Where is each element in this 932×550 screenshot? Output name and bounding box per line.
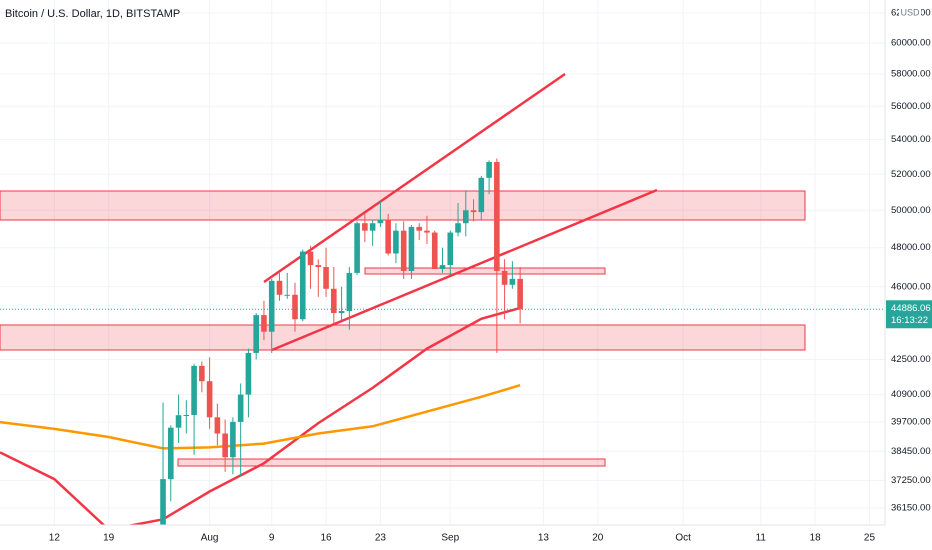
- y-tick-label: 58000.00: [891, 69, 931, 80]
- y-tick-label: 40900.00: [891, 389, 931, 400]
- candle-body: [315, 265, 322, 268]
- zone: [0, 190, 806, 221]
- x-tick-label: Oct: [675, 533, 691, 544]
- candle-body: [494, 162, 500, 271]
- candle-body: [160, 479, 166, 525]
- y-tick-label: 48000.00: [891, 242, 931, 253]
- y-tick-label: 54000.00: [891, 134, 931, 145]
- candle-body: [307, 251, 314, 266]
- last-price-badge: [886, 300, 932, 329]
- candle-body: [284, 294, 291, 296]
- x-tick-label: 20: [592, 533, 604, 544]
- candle-body: [509, 278, 516, 285]
- plot: [0, 158, 885, 525]
- y-tick-label: 42500.00: [891, 354, 931, 365]
- candle-body: [346, 272, 353, 312]
- x-tick-label: 13: [538, 533, 550, 544]
- zone: [364, 267, 606, 275]
- candle-body: [470, 210, 477, 213]
- candle-body: [439, 265, 446, 269]
- currency: USD: [900, 7, 920, 17]
- candle-body: [400, 230, 407, 271]
- x-tick-label: 25: [864, 533, 876, 544]
- currency-badge: [899, 6, 921, 20]
- candle-body: [501, 270, 508, 285]
- y-tick-label: 50000.00: [891, 205, 931, 216]
- candle-body: [431, 232, 438, 269]
- x-tick-label: Sep: [441, 533, 459, 544]
- candle-body: [478, 177, 485, 213]
- x-tick-label: 16: [320, 533, 332, 544]
- candle-body: [455, 223, 461, 233]
- candle-body: [416, 226, 423, 231]
- candle-body: [486, 162, 492, 178]
- x-tick-label: 11: [756, 533, 767, 544]
- candle-body: [199, 365, 205, 382]
- zone: [177, 458, 606, 467]
- y-tick-label: 39700.00: [891, 416, 931, 427]
- candle-body: [362, 223, 368, 231]
- candle-body: [253, 315, 259, 353]
- chart-title: Bitcoin / U.S. Dollar, 1D, BITSTAMP: [5, 8, 180, 20]
- candle-body: [237, 394, 244, 422]
- candle-body: [331, 288, 337, 314]
- candle-body: [299, 251, 306, 320]
- y-tick-label: 38450.00: [891, 446, 931, 457]
- candle-body: [393, 230, 399, 254]
- trend-line: [263, 72, 566, 284]
- drawings: [0, 72, 806, 467]
- candle-body: [424, 230, 430, 233]
- candle-body: [167, 427, 174, 480]
- x-tick-label: 12: [49, 533, 61, 544]
- candle-body: [323, 267, 329, 289]
- last-price: 44886.06: [891, 303, 931, 314]
- candle-body: [354, 223, 360, 273]
- x-tick-label: 18: [810, 533, 822, 544]
- candle-body: [408, 226, 415, 271]
- candle-body: [276, 280, 283, 295]
- y-tick-label: 46000.00: [891, 281, 931, 292]
- y-tick-label: 60000.00: [891, 38, 931, 49]
- x-tick-label: Aug: [201, 533, 219, 544]
- candle-body: [175, 415, 182, 428]
- candle-body: [206, 381, 213, 418]
- candle-body: [517, 278, 523, 310]
- x-tick-label: 9: [269, 533, 275, 544]
- candle-body: [261, 315, 267, 332]
- moving-average: [0, 384, 521, 450]
- candle-body: [245, 352, 252, 395]
- candle-body: [338, 311, 345, 314]
- candle-body: [222, 433, 228, 458]
- moving-average: [0, 306, 521, 525]
- trend-line: [271, 188, 658, 352]
- candle-body: [385, 219, 391, 254]
- x-tick-label: 23: [375, 533, 387, 544]
- candle-body: [230, 421, 236, 458]
- y-tick-label: 56000.00: [891, 101, 931, 112]
- candle-body: [292, 294, 298, 320]
- candle-body: [191, 365, 197, 415]
- candle-body: [447, 232, 454, 266]
- y-tick-label: 52000.00: [891, 169, 931, 180]
- candle-body: [183, 414, 190, 416]
- countdown: 16:13:22: [891, 315, 928, 326]
- candle-body: [462, 210, 469, 224]
- candle-body: [214, 417, 221, 434]
- grid: [0, 0, 885, 525]
- zone: [0, 324, 806, 351]
- y-tick-label: 36150.00: [891, 502, 931, 513]
- candle-body: [369, 223, 376, 231]
- candle-body: [268, 280, 275, 332]
- x-tick-label: 19: [103, 533, 115, 544]
- y-tick-label: 37250.00: [891, 475, 931, 486]
- candle-body: [377, 219, 384, 224]
